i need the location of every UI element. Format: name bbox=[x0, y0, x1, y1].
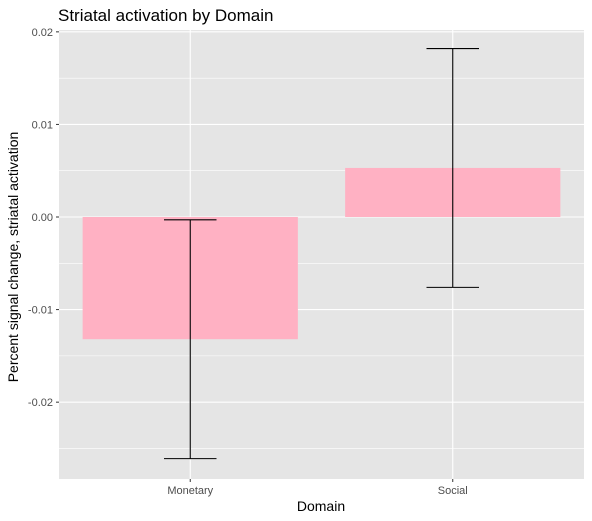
y-tick-label: 0.00 bbox=[32, 212, 53, 224]
error-bar-monetary bbox=[164, 219, 217, 460]
y-axis: 0.02 0.01 0.00 -0.01 -0.02 bbox=[28, 27, 59, 409]
x-axis: Monetary Social bbox=[167, 479, 468, 497]
x-axis-title: Domain bbox=[297, 498, 345, 514]
y-axis-title: Percent signal change, striatal activati… bbox=[5, 132, 21, 383]
y-tick-label: 0.02 bbox=[32, 27, 53, 39]
y-tick-label: -0.01 bbox=[28, 305, 53, 317]
error-bars bbox=[164, 47, 479, 460]
y-tick-label: -0.02 bbox=[28, 397, 53, 409]
x-tick-label: Social bbox=[438, 485, 468, 497]
error-bar-social bbox=[426, 47, 479, 288]
chart-title: Striatal activation by Domain bbox=[58, 6, 273, 25]
y-tick-label: 0.01 bbox=[32, 119, 53, 131]
x-tick-label: Monetary bbox=[167, 485, 213, 497]
